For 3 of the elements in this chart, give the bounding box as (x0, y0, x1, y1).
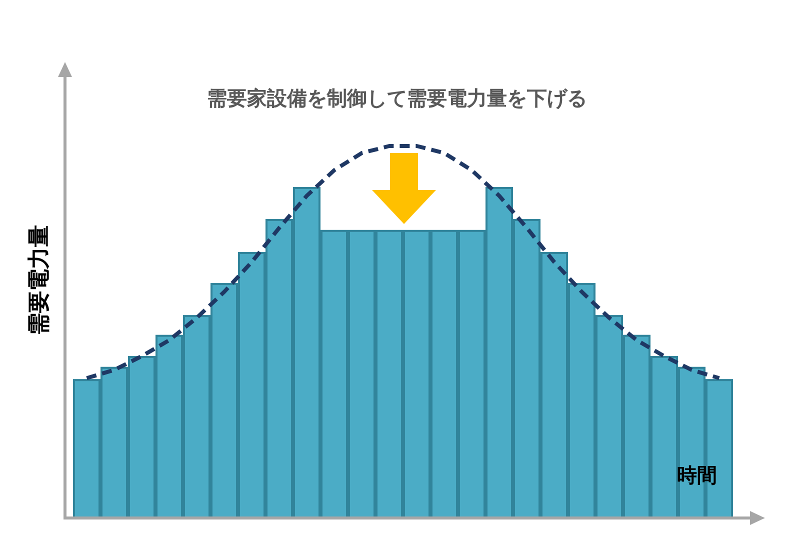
chart-title: 需要家設備を制御して需要電力量を下げる (207, 86, 587, 110)
y-axis-title: 需要電力量 (27, 225, 52, 335)
x-axis-title: 時間 (677, 463, 717, 487)
